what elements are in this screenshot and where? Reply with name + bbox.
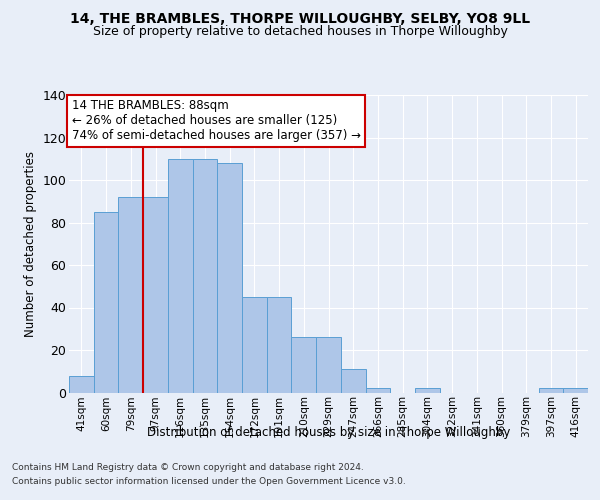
Bar [69,376,94,392]
Bar [563,388,588,392]
Text: 14 THE BRAMBLES: 88sqm
← 26% of detached houses are smaller (125)
74% of semi-de: 14 THE BRAMBLES: 88sqm ← 26% of detached… [71,100,361,142]
Bar [143,197,168,392]
Bar [118,197,143,392]
Text: Contains public sector information licensed under the Open Government Licence v3: Contains public sector information licen… [12,476,406,486]
Bar [341,369,365,392]
Bar [539,388,563,392]
Text: Contains HM Land Registry data © Crown copyright and database right 2024.: Contains HM Land Registry data © Crown c… [12,463,364,472]
Bar [267,297,292,392]
Text: Distribution of detached houses by size in Thorpe Willoughby: Distribution of detached houses by size … [147,426,511,439]
Text: Size of property relative to detached houses in Thorpe Willoughby: Size of property relative to detached ho… [92,26,508,38]
Bar [94,212,118,392]
Bar [316,337,341,392]
Bar [168,159,193,392]
Y-axis label: Number of detached properties: Number of detached properties [24,151,37,337]
Bar [242,297,267,392]
Bar [193,159,217,392]
Text: 14, THE BRAMBLES, THORPE WILLOUGHBY, SELBY, YO8 9LL: 14, THE BRAMBLES, THORPE WILLOUGHBY, SEL… [70,12,530,26]
Bar [365,388,390,392]
Bar [292,337,316,392]
Bar [217,163,242,392]
Bar [415,388,440,392]
